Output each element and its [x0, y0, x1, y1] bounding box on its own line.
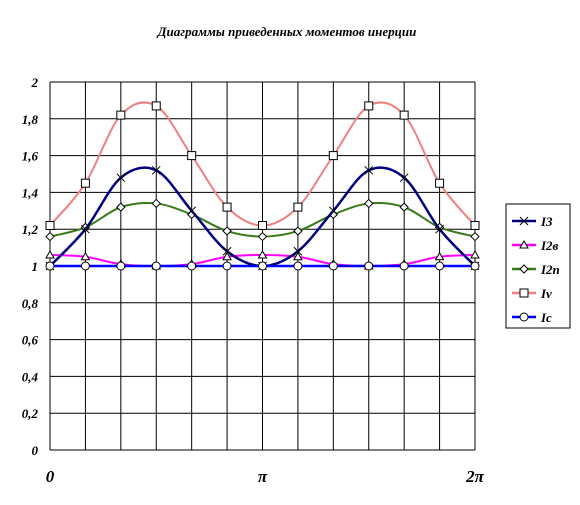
- data-point-circle: [519, 312, 529, 322]
- y-tick-label: 0: [32, 443, 39, 458]
- y-tick-label: 1,4: [22, 185, 39, 200]
- x-tick-labels: 0 π 2π: [46, 467, 485, 486]
- series-I2п: [45, 198, 480, 242]
- data-point-square: [222, 202, 232, 212]
- legend-item-I2п: I2п: [512, 262, 560, 277]
- y-tick-label: 2: [31, 75, 39, 90]
- data-point-square: [45, 221, 55, 231]
- data-point-circle: [364, 261, 374, 271]
- data-point-diamond: [222, 226, 232, 236]
- y-tick-label: 0,4: [22, 369, 39, 384]
- data-point-x: [81, 224, 90, 234]
- data-point-square: [470, 221, 480, 231]
- y-tick-label: 0,6: [22, 333, 39, 348]
- y-tick-label: 0,2: [22, 406, 39, 421]
- data-point-x: [399, 173, 409, 183]
- y-tick-label: 1,6: [22, 149, 39, 164]
- data-point-circle: [328, 261, 338, 271]
- data-point-circle: [435, 261, 445, 271]
- data-point-x: [519, 216, 529, 226]
- data-point-diamond: [399, 202, 409, 212]
- legend-label: I3: [540, 214, 553, 229]
- legend-label: Ic: [540, 310, 552, 325]
- x-tick-label: 2π: [465, 467, 485, 486]
- data-point-x: [187, 206, 197, 216]
- x-tick-label: π: [258, 467, 268, 486]
- y-tick-label: 1: [32, 259, 39, 274]
- data-point-x: [364, 165, 374, 175]
- data-point-circle: [45, 261, 55, 271]
- data-point-square: [435, 178, 445, 188]
- data-point-circle: [80, 261, 90, 271]
- data-point-triangle: [293, 251, 303, 261]
- data-point-x: [151, 165, 161, 175]
- data-point-triangle: [257, 249, 268, 259]
- data-point-circle: [293, 261, 303, 271]
- legend-item-I3: I3: [512, 214, 553, 229]
- data-point-x: [328, 206, 338, 216]
- y-tick-labels: 0 0,2 0,4 0,6 0,8 1 1,2 1,4 1,6 1,8 2: [22, 75, 39, 458]
- data-point-triangle: [434, 251, 445, 261]
- data-point-square: [364, 101, 374, 111]
- data-point-diamond: [257, 231, 268, 242]
- data-point-diamond: [45, 231, 55, 242]
- series-Ic: [45, 261, 480, 271]
- legend: I3 I2в I2п Iv Ic: [505, 203, 571, 329]
- data-point-triangle: [80, 251, 91, 261]
- data-point-x: [222, 246, 232, 256]
- y-tick-label: 1,8: [22, 112, 39, 127]
- data-point-circle: [470, 261, 480, 271]
- legend-item-Iv: Iv: [512, 286, 552, 301]
- data-point-diamond: [116, 202, 126, 212]
- legend-box: [505, 203, 571, 329]
- x-tick-label: 0: [46, 467, 55, 486]
- data-point-square: [80, 178, 90, 188]
- legend-label: I2п: [540, 262, 560, 277]
- data-point-triangle: [470, 249, 480, 259]
- data-point-x: [293, 246, 303, 256]
- series-group: [45, 101, 480, 271]
- data-point-circle: [187, 261, 197, 271]
- data-point-circle: [116, 261, 126, 271]
- data-point-circle: [151, 261, 161, 271]
- data-point-diamond: [519, 264, 529, 274]
- data-point-square: [328, 151, 338, 161]
- data-point-diamond: [470, 231, 480, 242]
- legend-label: Iv: [540, 286, 552, 301]
- legend-item-I2в: I2в: [512, 238, 559, 253]
- data-point-square: [519, 288, 529, 298]
- data-point-triangle: [222, 251, 232, 261]
- y-tick-label: 1,2: [22, 222, 39, 237]
- data-point-triangle: [519, 239, 529, 249]
- data-point-square: [151, 101, 161, 111]
- data-point-square: [293, 202, 303, 212]
- data-point-square: [187, 151, 197, 161]
- data-point-circle: [222, 261, 232, 271]
- data-point-circle: [399, 261, 409, 271]
- data-point-diamond: [364, 198, 374, 209]
- data-point-diamond: [293, 226, 303, 236]
- data-point-diamond: [151, 198, 161, 209]
- legend-item-Ic: Ic: [512, 310, 552, 325]
- legend-label: I2в: [540, 238, 559, 253]
- y-tick-label: 0,8: [22, 296, 39, 311]
- data-point-x: [435, 224, 444, 234]
- data-point-x: [116, 173, 126, 183]
- data-point-square: [116, 110, 126, 120]
- chart-title: Диаграммы приведенных моментов инерции: [157, 24, 417, 39]
- series-Iv: [45, 101, 480, 231]
- data-point-circle: [258, 261, 267, 271]
- data-point-triangle: [45, 249, 55, 259]
- data-point-square: [399, 110, 409, 120]
- data-point-square: [258, 221, 267, 231]
